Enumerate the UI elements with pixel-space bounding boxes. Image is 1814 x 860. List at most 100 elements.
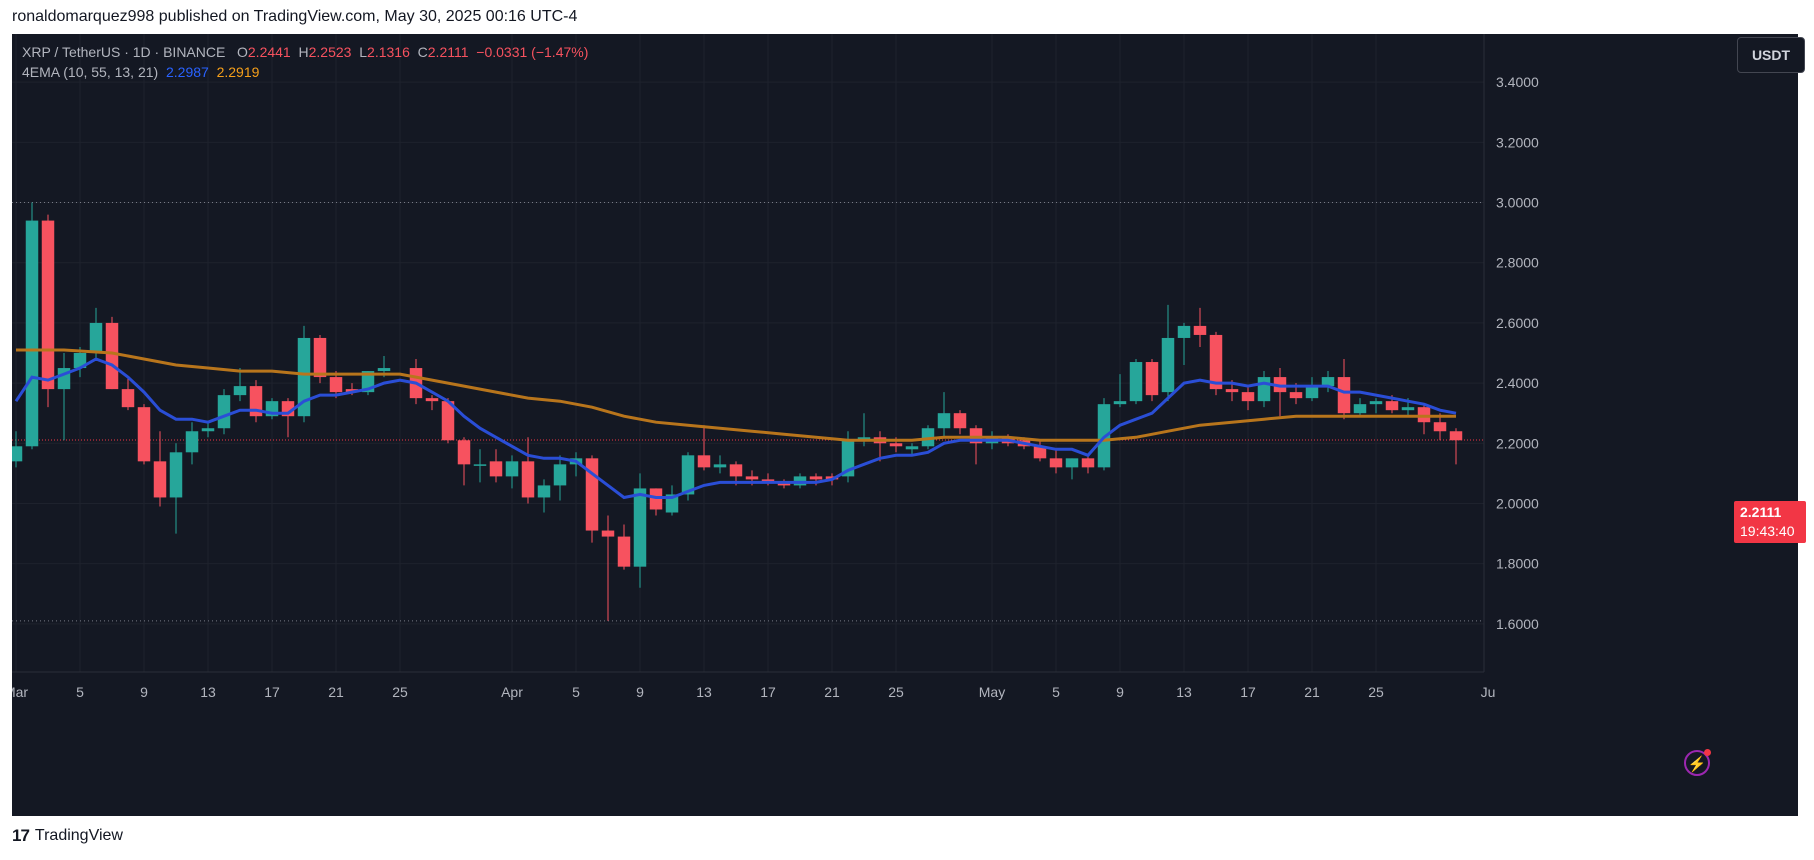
candle-body <box>105 322 119 390</box>
time-tick-label: Apr <box>501 684 523 700</box>
candle-body <box>377 368 391 372</box>
candle-body <box>937 413 951 429</box>
high-value: 2.2523 <box>308 44 352 60</box>
candle-body <box>505 461 519 477</box>
ema-fast-value: 2.2987 <box>165 64 209 80</box>
price-tick-label: 2.0000 <box>1496 495 1539 511</box>
close-value: 2.2111 <box>427 44 469 60</box>
footer-brand[interactable]: TradingView <box>34 827 123 844</box>
candle-body <box>1401 407 1415 411</box>
time-tick-label: May <box>979 684 1005 700</box>
price-tick-label: 3.2000 <box>1496 134 1539 150</box>
candle-body <box>1353 404 1367 414</box>
currency-button[interactable]: USDT <box>1737 37 1805 73</box>
chart-pane[interactable]: 3.4000 3.2000 3.0000 2.8000 2.6000 2.4000 2.20… <box>12 34 1806 816</box>
candle-body <box>217 395 231 429</box>
candle-body <box>857 437 871 441</box>
candle-body <box>633 488 647 567</box>
price-axis-bg <box>1484 34 1798 816</box>
candle-body <box>1289 392 1303 399</box>
candle-body <box>1433 422 1447 432</box>
candle-body <box>473 464 487 466</box>
candle-body <box>1065 458 1079 468</box>
candle-body <box>1417 407 1431 423</box>
candle-body <box>1225 389 1239 393</box>
candle-body <box>1161 337 1175 393</box>
publish-info: ronaldomarquez998 published on TradingVi… <box>12 8 578 25</box>
candle-body <box>617 536 631 567</box>
candle-body <box>297 337 311 417</box>
time-tick-label: 21 <box>824 684 840 700</box>
price-tick-label: 2.8000 <box>1496 255 1539 271</box>
notification-dot <box>1704 749 1711 756</box>
candle-body <box>553 464 567 486</box>
candle-body <box>137 407 151 462</box>
ohlc-row: XRP / TetherUS · 1D · BINANCE O2.2441 H2… <box>22 42 588 62</box>
time-tick-label: 25 <box>888 684 904 700</box>
candle-body <box>1177 325 1191 338</box>
ema-fast-line <box>14 357 1457 500</box>
time-tick-label: 25 <box>392 684 408 700</box>
candle-body <box>1081 458 1095 468</box>
candle-body <box>1049 458 1063 468</box>
time-tick-label: 13 <box>200 684 216 700</box>
candle-body <box>185 431 199 453</box>
time-tick-label: 13 <box>696 684 712 700</box>
time-tick-label: 9 <box>636 684 644 700</box>
candle-body <box>1305 386 1319 399</box>
candle-body <box>441 401 455 441</box>
footer: 17 TradingView <box>12 826 123 846</box>
candle-body <box>1145 362 1159 396</box>
candle-body <box>1369 401 1383 405</box>
candle-body <box>681 455 695 495</box>
candle-body <box>601 530 615 537</box>
candle-body <box>1209 334 1223 390</box>
time-tick-label: Mar <box>12 684 28 700</box>
time-tick-label: 21 <box>328 684 344 700</box>
candle-body <box>905 446 919 450</box>
candle-body <box>809 476 823 480</box>
indicator-row: 4EMA (10, 55, 13, 21) 2.2987 2.2919 <box>22 62 588 82</box>
candle-body <box>1337 377 1351 414</box>
price-tick-label: 3.0000 <box>1496 195 1539 211</box>
candle-body <box>521 461 535 498</box>
indicator-label[interactable]: 4EMA (10, 55, 13, 21) <box>22 64 159 80</box>
open-label: O <box>237 44 248 60</box>
time-tick-label: 13 <box>1176 684 1192 700</box>
candle-body <box>153 461 167 498</box>
ema-slow-line <box>16 348 1456 442</box>
time-tick-label: 21 <box>1304 684 1320 700</box>
candle-body <box>537 485 551 498</box>
time-tick-label: 5 <box>76 684 84 700</box>
candle-body <box>169 452 183 498</box>
price-tick-label: 2.6000 <box>1496 315 1539 331</box>
candle-body <box>889 443 903 447</box>
candle-body <box>953 413 967 429</box>
candle-body <box>233 386 247 396</box>
price-tick-label: 1.8000 <box>1496 556 1539 572</box>
ema-slow-value: 2.2919 <box>216 64 260 80</box>
candle-body <box>121 389 135 408</box>
close-label: C <box>417 44 428 60</box>
price-tick-label: 2.4000 <box>1496 375 1539 391</box>
time-tick-label: 5 <box>1052 684 1060 700</box>
price-tick-label: 2.2000 <box>1496 435 1539 451</box>
tradingview-logo-icon[interactable]: 17 <box>12 826 30 845</box>
candle-body <box>313 337 327 378</box>
candle-body <box>1385 401 1399 411</box>
price-chart[interactable]: 3.4000 3.2000 3.0000 2.8000 2.6000 2.4000 2.20… <box>12 34 1798 816</box>
last-price-badge: 2.2111 19:43:40 <box>1734 501 1806 543</box>
candle-body <box>201 428 215 432</box>
high-label: H <box>298 44 309 60</box>
candle-body <box>1449 431 1463 441</box>
lightning-icon[interactable]: ⚡ <box>1684 749 1711 776</box>
candle-body <box>921 428 935 447</box>
symbol-label[interactable]: XRP / TetherUS · 1D · BINANCE <box>22 44 226 60</box>
low-label: L <box>359 44 368 60</box>
candle-body <box>25 220 39 447</box>
candle-body <box>425 398 439 402</box>
chart-legend: XRP / TetherUS · 1D · BINANCE O2.2441 H2… <box>22 42 588 82</box>
candle-body <box>1241 392 1255 402</box>
candle-body <box>1129 362 1143 402</box>
candle-body <box>1321 377 1335 387</box>
